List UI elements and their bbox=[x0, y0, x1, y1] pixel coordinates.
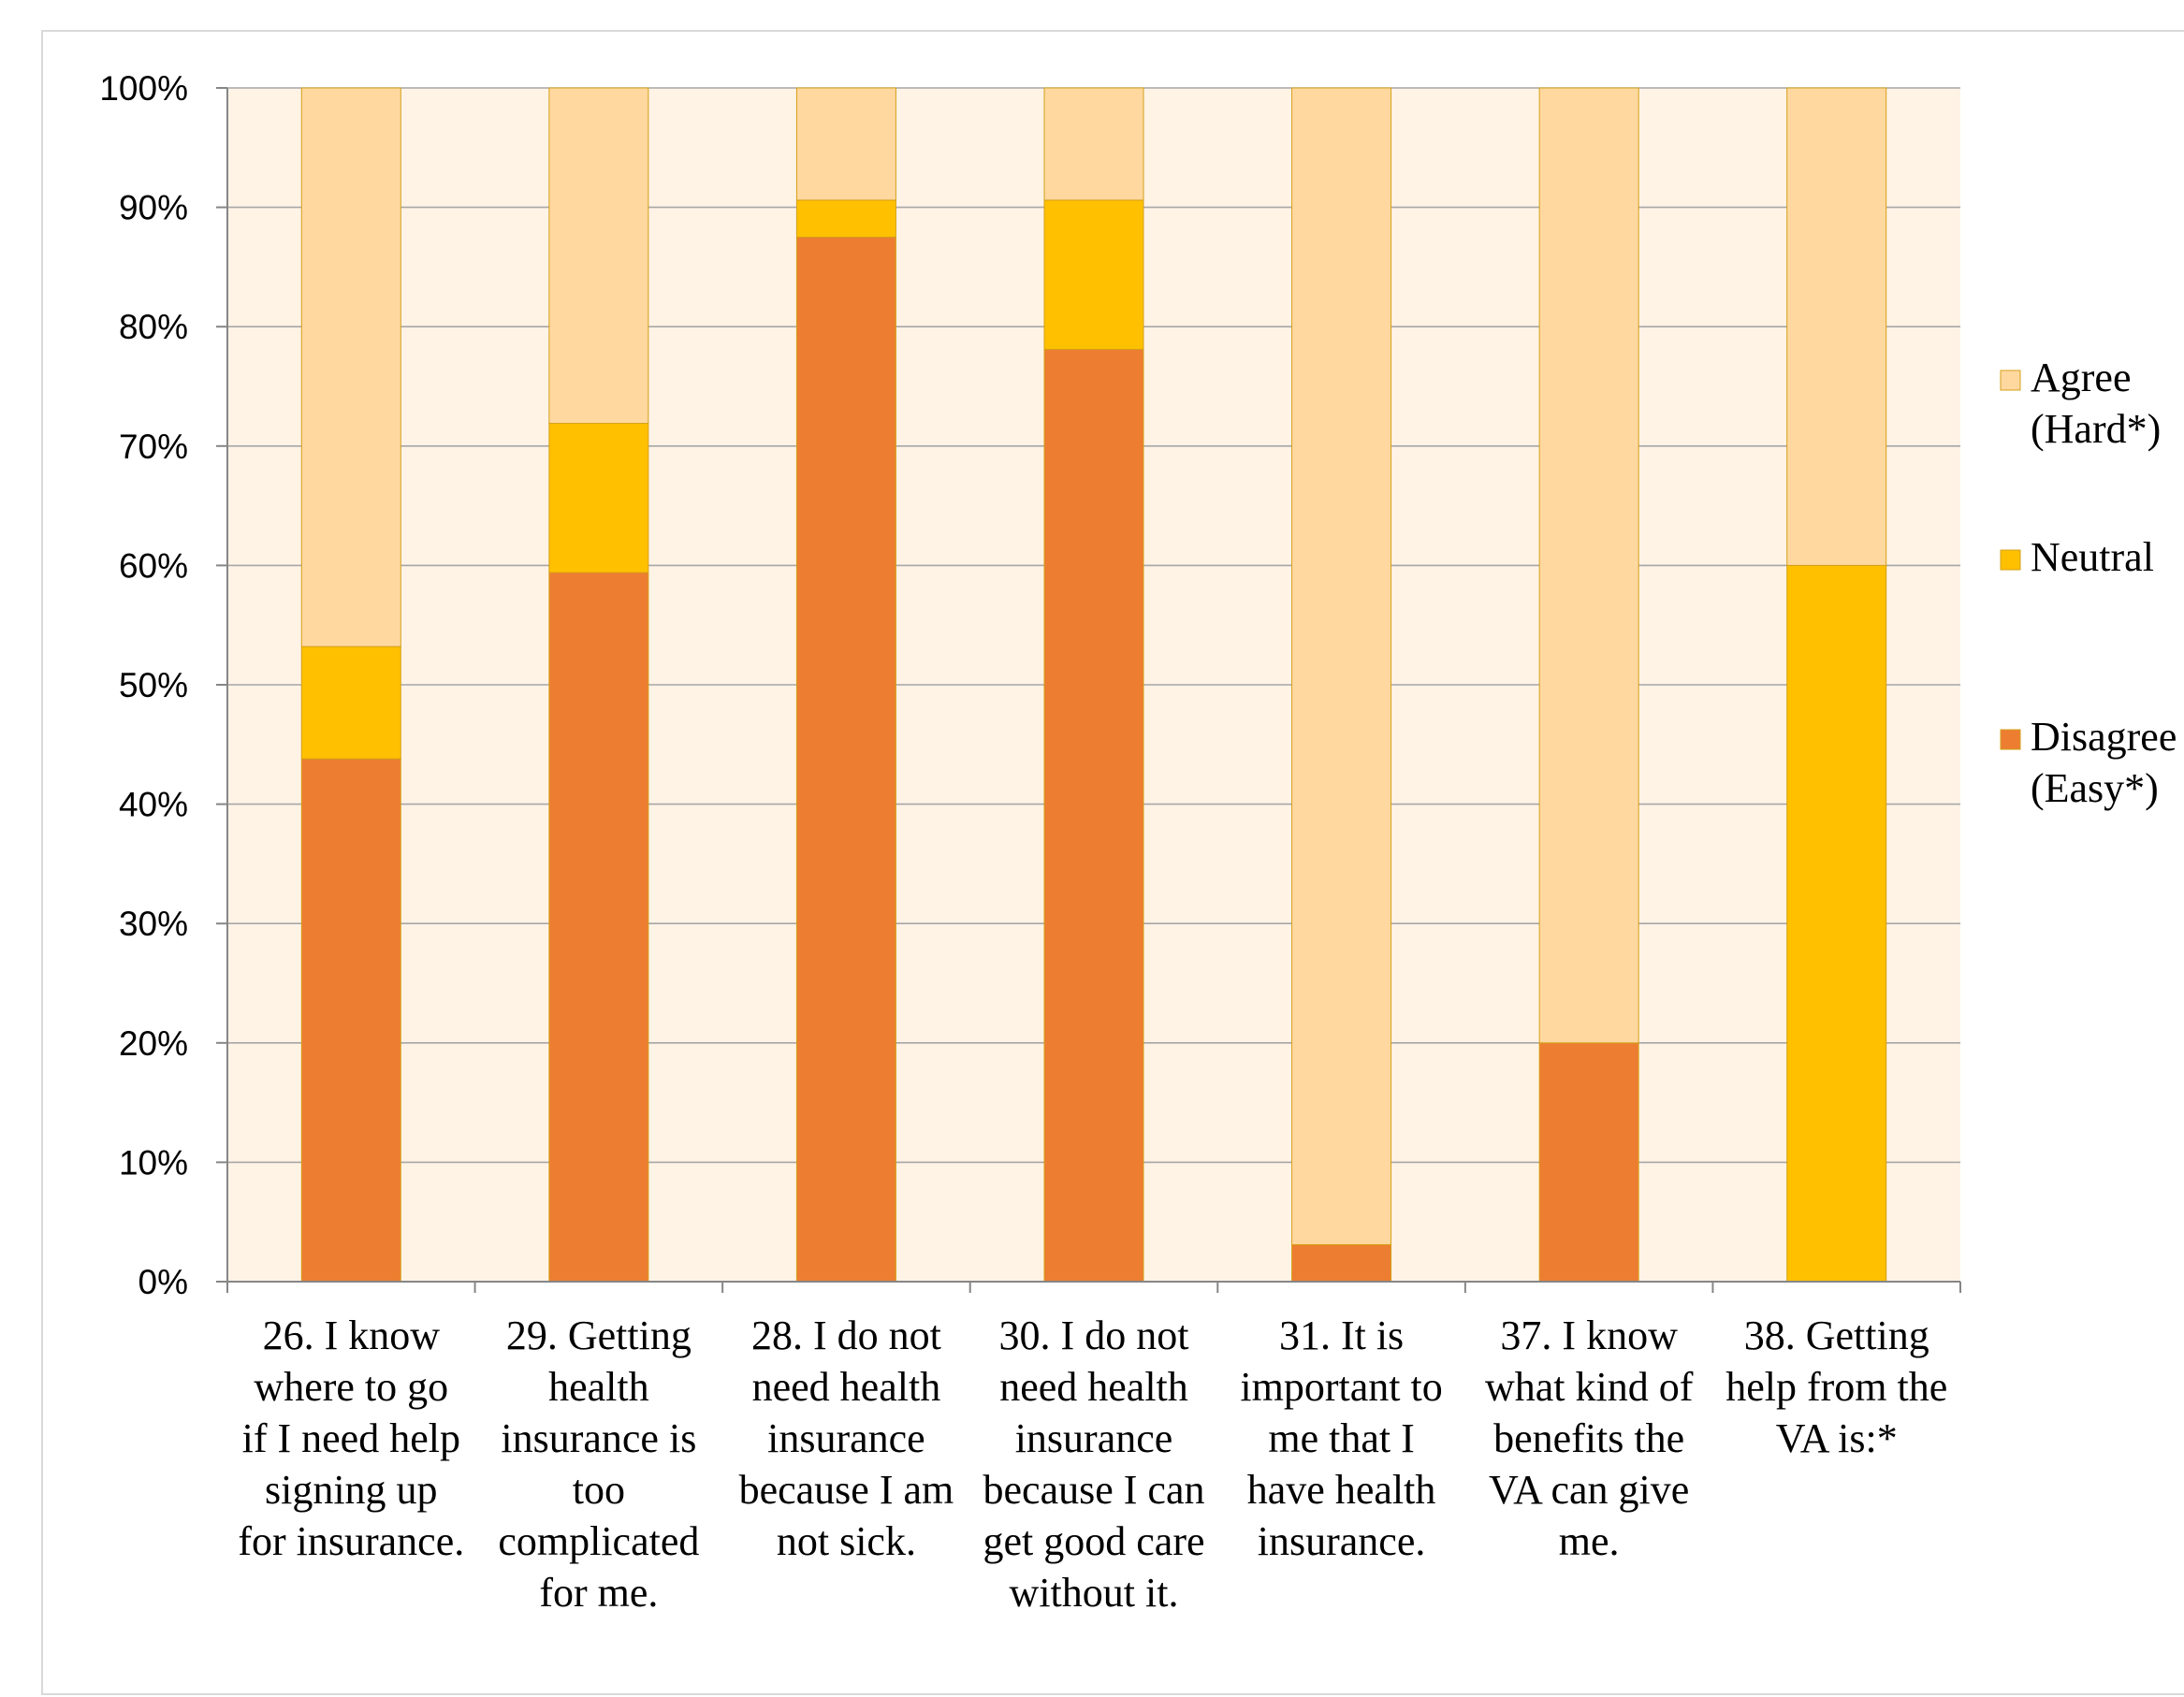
y-tick-label: 40% bbox=[119, 786, 188, 824]
y-tick-label: 0% bbox=[138, 1263, 188, 1301]
bar-segment-disagree bbox=[795, 237, 896, 1283]
chart-frame: 0% 10% 20% 30% 40% 50% 60% 70% 80% 90% 100% 26. I … bbox=[41, 30, 2184, 1695]
stacked-bar-chart: 0% 10% 20% 30% 40% 50% 60% 70% 80% 90% 100% 26. I … bbox=[99, 69, 2177, 1616]
y-tick-label: 10% bbox=[119, 1143, 188, 1182]
bar-segment-agree bbox=[1291, 87, 1392, 1245]
bar-segment-disagree bbox=[1538, 1042, 1639, 1283]
y-tick-label: 70% bbox=[119, 428, 188, 466]
y-axis-tick-labels: 0% 10% 20% 30% 40% 50% 60% 70% 80% 90% 100% bbox=[99, 69, 188, 1301]
bar-segment-agree bbox=[1786, 87, 1887, 566]
x-category-label: 30. I do not need health insurance because … bbox=[983, 1313, 1205, 1616]
y-tick-label: 60% bbox=[119, 546, 188, 585]
bar-segment-neutral bbox=[795, 199, 896, 238]
bar-segment-neutral bbox=[300, 645, 401, 760]
bar-segment-agree bbox=[795, 87, 896, 201]
y-tick-label: 100% bbox=[99, 69, 188, 108]
legend-label: Neutral bbox=[2031, 534, 2154, 580]
y-tick-label: 50% bbox=[119, 666, 188, 704]
bar-segment-disagree bbox=[1043, 348, 1144, 1283]
bar-segment-agree bbox=[1043, 87, 1144, 201]
bar-segment-disagree bbox=[548, 572, 649, 1283]
y-tick-label: 30% bbox=[119, 905, 188, 943]
legend-label: Disagree (Easy*) bbox=[2031, 714, 2177, 811]
bar-segment-neutral bbox=[1786, 564, 1887, 1283]
x-category-label: 28. I do not need health insurance because … bbox=[739, 1313, 954, 1564]
y-tick-label: 90% bbox=[119, 189, 188, 227]
legend-swatch bbox=[2000, 370, 2021, 391]
x-category-label: 37. I know what kind of benefits the VA can… bbox=[1485, 1313, 1694, 1564]
bar-segment-neutral bbox=[548, 423, 649, 573]
x-axis-category-labels: 26. I know where to go if I need help signi… bbox=[238, 1313, 1947, 1616]
x-category-label: 26. I know where to go if I need help signi… bbox=[238, 1313, 464, 1564]
bar-segment-disagree bbox=[1291, 1243, 1392, 1283]
legend-swatch bbox=[2000, 729, 2021, 750]
legend: Agree (Hard*) Neutral Disagree (Easy*) bbox=[2000, 355, 2177, 811]
y-tick-label: 20% bbox=[119, 1024, 188, 1063]
bar-segment-agree bbox=[300, 87, 401, 647]
legend-swatch bbox=[2000, 549, 2021, 571]
legend-label: Agree (Hard*) bbox=[2031, 355, 2161, 452]
y-tick-label: 80% bbox=[119, 308, 188, 346]
bar-segment-neutral bbox=[1043, 199, 1144, 350]
axes bbox=[216, 87, 1961, 1293]
bar-segment-agree bbox=[548, 87, 649, 425]
bar-segment-agree bbox=[1538, 87, 1639, 1044]
bars bbox=[300, 87, 1887, 1283]
x-category-label: 38. Getting help from the VA is:* bbox=[1725, 1313, 1947, 1461]
x-category-label: 29. Getting health insurance is too complica… bbox=[498, 1313, 699, 1616]
bar-segment-disagree bbox=[300, 758, 401, 1283]
